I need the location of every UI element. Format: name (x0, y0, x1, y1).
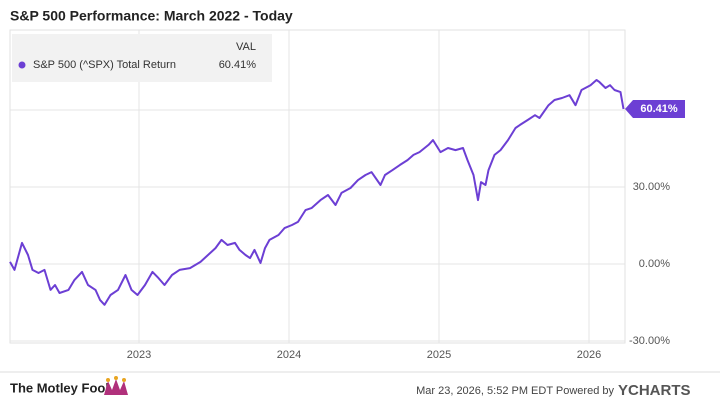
footer-brand: The Motley Fool (10, 380, 109, 395)
y-tick-label: 0.00% (639, 258, 670, 270)
x-tick-label: 2026 (577, 349, 601, 361)
plot-frame (9, 29, 626, 344)
brand-icon (104, 376, 128, 395)
legend-box (12, 34, 272, 82)
chart-title: S&P 500 Performance: March 2022 - Today (10, 8, 293, 24)
x-tick-label: 2024 (277, 349, 301, 361)
legend-marker (18, 61, 26, 69)
x-tick-label: 2025 (427, 349, 451, 361)
series-line (9, 79, 625, 306)
plot (9, 79, 625, 306)
footer-source: YCHARTS (618, 382, 691, 399)
x-tick-label: 2023 (127, 349, 151, 361)
end-label: 60.41% (640, 103, 678, 115)
grid (10, 30, 625, 343)
footer-timestamp: Mar 23, 2026, 5:52 PM EDT Powered by (416, 385, 614, 397)
legend-header: VAL (236, 41, 256, 53)
y-tick-label: -30.00% (629, 335, 670, 347)
legend-value: 60.41% (219, 59, 257, 71)
end-label-box (625, 99, 685, 118)
y-tick-label: 30.00% (633, 181, 671, 193)
legend-label: S&P 500 (^SPX) Total Return (33, 59, 176, 71)
